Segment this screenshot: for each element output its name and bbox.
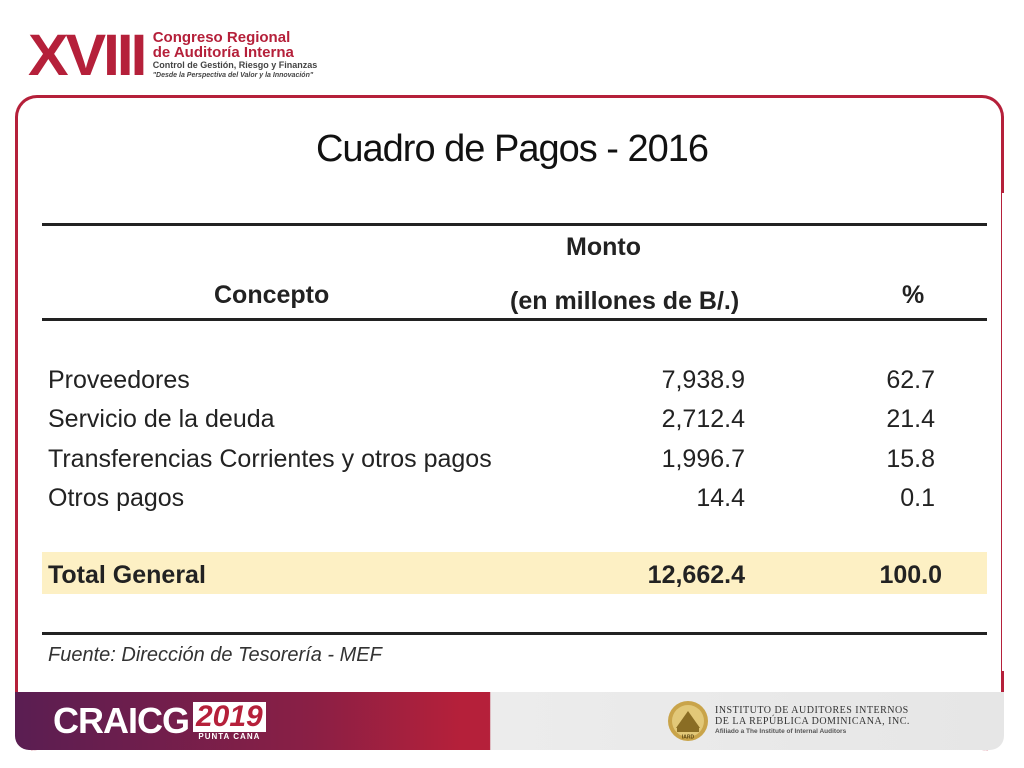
header-concepto: Concepto [214, 281, 330, 309]
logo-line-2: de Auditoría Interna [152, 44, 294, 61]
institute-line-2: DE LA REPÚBLICA DOMINICANA, INC. [715, 716, 910, 727]
logo-text: Congreso Regional de Auditoría Interna C… [153, 30, 318, 80]
row-concepto: Proveedores [48, 366, 190, 394]
header-monto: Monto [566, 233, 641, 261]
logo-roman-numeral: XVIII [28, 23, 147, 88]
institute-logo: IARD INSTITUTO DE AUDITORES INTERNOS DE … [667, 700, 910, 742]
logo-line-1: Congreso Regional [152, 29, 291, 46]
table-header-rule [42, 318, 987, 321]
craicg-year: 2019 [193, 701, 266, 732]
footer-bar: CRAICG 2019 PUNTA CANA IARD INSTITUTO DE… [15, 692, 1004, 750]
header-monto-units: (en millones de B/.) [510, 287, 740, 315]
logo-line-3: Control de Gestión, Riesgo y Finanzas [152, 60, 318, 70]
header-percent: % [902, 281, 925, 309]
institute-line-3: Afiliado a The Institute of Internal Aud… [715, 728, 847, 735]
row-concepto: Servicio de la deuda [48, 405, 275, 433]
craicg-year-block: 2019 PUNTA CANA [193, 701, 266, 741]
footer-background [15, 692, 1004, 750]
row-monto: 7,938.9 [661, 366, 745, 394]
institute-text: INSTITUTO DE AUDITORES INTERNOS DE LA RE… [715, 705, 910, 737]
row-monto: 14.4 [696, 484, 745, 512]
row-percent: 15.8 [886, 445, 935, 473]
institute-seal-text: IARD [682, 735, 695, 741]
table-bottom-rule [42, 632, 987, 635]
craicg-text: CRAICG [53, 700, 190, 741]
total-label: Total General [48, 561, 206, 589]
row-concepto: Otros pagos [48, 484, 185, 512]
row-concepto: Transferencias Corrientes y otros pagos [48, 445, 492, 473]
congress-logo: XVIII Congreso Regional de Auditoría Int… [28, 23, 318, 88]
craicg-city: PUNTA CANA [198, 731, 261, 741]
slide-title: Cuadro de Pagos - 2016 [315, 128, 709, 170]
table-source: Fuente: Dirección de Tesorería - MEF [48, 644, 382, 666]
institute-seal-icon: IARD [668, 701, 708, 741]
frame-gap [1002, 193, 1012, 671]
table-top-rule [42, 223, 987, 226]
row-percent: 62.7 [886, 366, 935, 394]
total-percent: 100.0 [879, 561, 942, 589]
row-monto: 1,996.7 [661, 445, 745, 473]
row-percent: 0.1 [900, 484, 935, 512]
total-row-band [42, 552, 987, 594]
row-percent: 21.4 [886, 405, 935, 433]
total-monto: 12,662.4 [647, 561, 745, 589]
row-monto: 2,712.4 [661, 405, 745, 433]
logo-line-4: "Desde la Perspectiva del Valor y la Inn… [152, 72, 314, 79]
institute-line-1: INSTITUTO DE AUDITORES INTERNOS [715, 705, 909, 716]
craicg-logo: CRAICG 2019 PUNTA CANA [53, 700, 266, 742]
